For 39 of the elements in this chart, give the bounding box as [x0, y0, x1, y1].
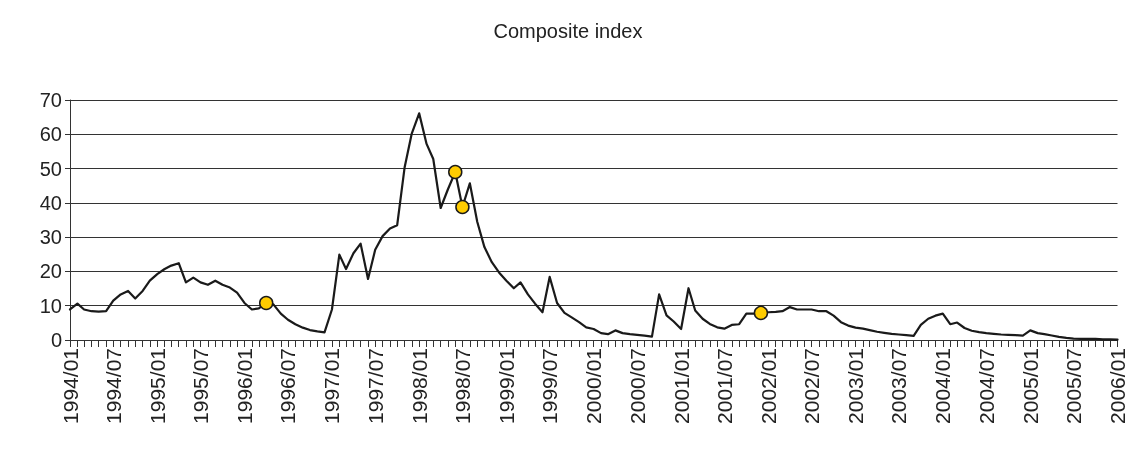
y-tick-label: 70 — [39, 89, 62, 111]
point — [455, 199, 470, 215]
y-tick-label: 40 — [39, 191, 62, 214]
x-tick-label: 2005/07 — [1062, 348, 1086, 424]
line-series — [68, 112, 1119, 341]
y-tick-label: 0 — [50, 329, 62, 351]
x-tick-label: 1999/01 — [494, 348, 518, 424]
x-tick-label: 1998/01 — [407, 348, 431, 424]
y-tick-label: 20 — [39, 260, 62, 283]
x-tick-label: 1999/07 — [538, 348, 562, 424]
x-tick-label: 2003/01 — [844, 348, 868, 424]
chart-title: Composite index — [493, 20, 643, 42]
x-tick-label: 1996/07 — [276, 348, 300, 424]
x-tick-label: 2004/01 — [931, 348, 955, 424]
x-tick-label: 1994/07 — [101, 348, 125, 424]
y-tick-label: 10 — [39, 294, 62, 317]
x-tick-label: 1995/07 — [188, 348, 212, 424]
x-tick-label: 1994/01 — [58, 348, 82, 424]
x-tick-label: 1996/01 — [232, 348, 256, 424]
point — [448, 164, 463, 180]
x-tick-label: 2002/01 — [756, 348, 780, 424]
point — [258, 295, 274, 311]
y-tick-label: 60 — [39, 123, 62, 146]
x-tick-label: 1995/01 — [145, 348, 169, 424]
x-tick-label: 2001/01 — [669, 348, 693, 424]
y-tick-label: 30 — [39, 226, 62, 249]
x-tick-label: 2000/01 — [582, 348, 606, 424]
x-tick-label: 2004/07 — [974, 348, 998, 424]
x-tick-label: 2005/01 — [1018, 348, 1042, 424]
x-tick-label: 1998/07 — [450, 348, 474, 424]
y-tick-label: 50 — [39, 157, 62, 180]
x-tick-label: 2001/07 — [712, 348, 736, 424]
x-tick-label: 1997/01 — [320, 348, 344, 424]
x-tick-label: 2002/07 — [800, 348, 824, 424]
x-tick-label: 1997/07 — [363, 348, 387, 424]
x-tick-label: 2000/07 — [625, 348, 649, 424]
x-tick-label: 2006/01 — [1106, 348, 1129, 424]
point — [753, 305, 769, 321]
x-tick-label: 2003/07 — [887, 348, 911, 424]
